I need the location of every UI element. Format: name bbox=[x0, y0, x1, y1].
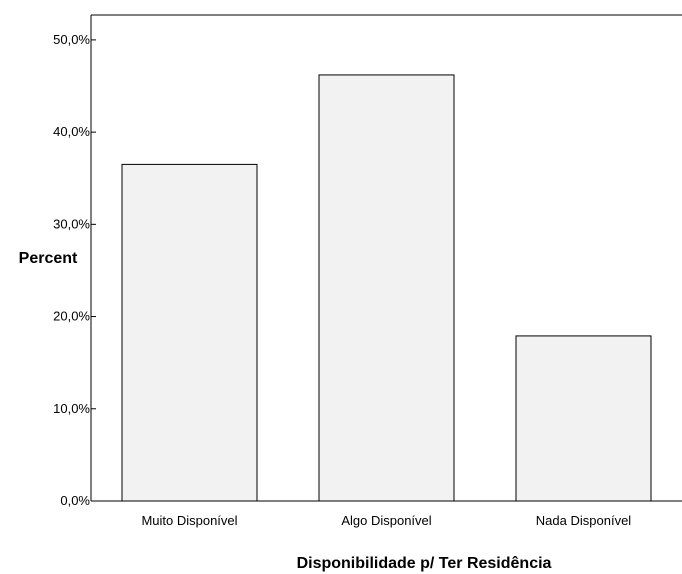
bar-series bbox=[121, 74, 652, 502]
y-tick-label: 50,0% bbox=[53, 32, 90, 47]
y-axis-ticks: 0,0% 10,0% 20,0% 30,0% 40,0% 50,0% bbox=[53, 32, 96, 508]
x-tick-label: Algo Disponível bbox=[341, 513, 431, 528]
y-tick-label: 10,0% bbox=[53, 401, 90, 416]
y-tick-label: 0,0% bbox=[60, 493, 90, 508]
bar bbox=[318, 74, 455, 502]
y-axis-title: Percent bbox=[19, 250, 78, 267]
x-tick-label: Muito Disponível bbox=[141, 513, 237, 528]
y-tick-label: 30,0% bbox=[53, 216, 90, 231]
bar bbox=[121, 163, 258, 502]
y-tick-label: 20,0% bbox=[53, 309, 90, 324]
y-tick-label: 40,0% bbox=[53, 124, 90, 139]
bar bbox=[515, 335, 652, 502]
x-axis-ticks: Muito Disponível Algo Disponível Nada Disp… bbox=[141, 513, 631, 528]
x-axis-title: Disponibilidade p/ Ter Residência bbox=[297, 555, 552, 572]
x-tick-label: Nada Disponível bbox=[536, 513, 631, 528]
